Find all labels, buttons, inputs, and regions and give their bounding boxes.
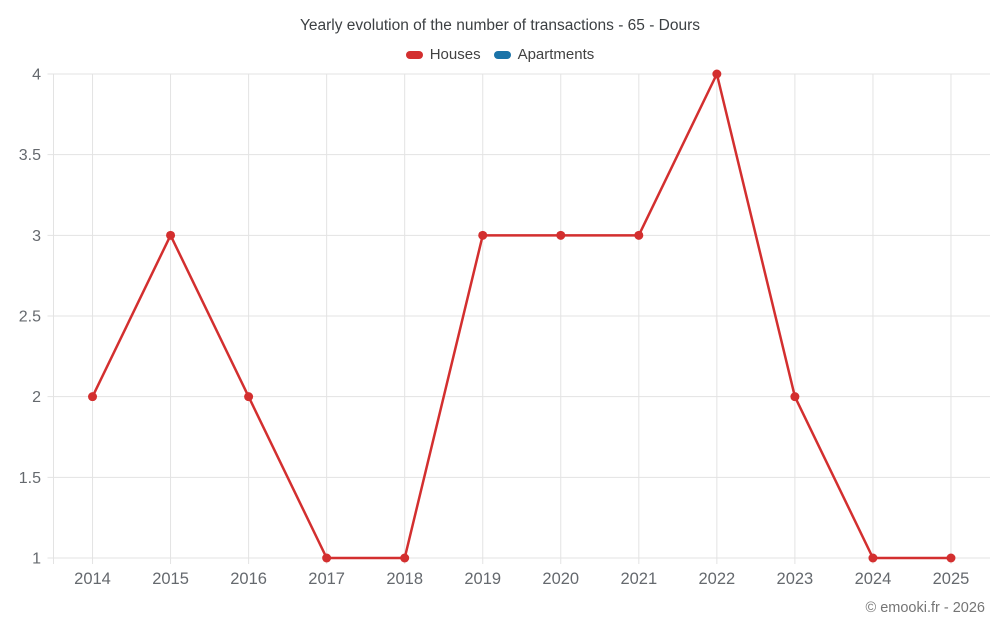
legend-item-apartments[interactable]: Apartments — [493, 46, 595, 64]
data-point[interactable] — [868, 553, 878, 563]
series-line-houses[interactable] — [91, 72, 953, 560]
data-point[interactable] — [946, 553, 956, 563]
x-axis-tick-label: 2020 — [542, 570, 579, 588]
data-point[interactable] — [712, 69, 722, 79]
houses-swatch-icon — [405, 51, 423, 59]
chart-title: Yearly evolution of the number of transa… — [299, 17, 701, 34]
x-axis-tick-label: 2014 — [74, 570, 111, 588]
x-axis-tick-label: 2016 — [230, 570, 267, 588]
data-point[interactable] — [244, 392, 254, 402]
y-axis-tick-label: 3 — [32, 228, 41, 245]
legend-item-houses[interactable]: Houses — [405, 46, 481, 64]
y-axis-tick-label: 1 — [32, 551, 41, 568]
data-point[interactable] — [556, 230, 566, 240]
y-axis-tick-label: 1.5 — [19, 470, 41, 487]
x-axis-tick-label: 2022 — [698, 570, 735, 588]
data-point[interactable] — [634, 230, 644, 240]
legend-label-apartments: Apartments — [517, 46, 595, 63]
data-point[interactable] — [790, 392, 800, 402]
legend-label-houses: Houses — [429, 46, 481, 63]
y-axis-tick-label: 2 — [32, 389, 41, 406]
copyright-credit: © emooki.fr - 2026 — [865, 600, 985, 616]
data-point[interactable] — [322, 553, 332, 563]
apartments-swatch-icon — [493, 51, 511, 59]
data-point[interactable] — [478, 230, 488, 240]
x-axis-tick-label: 2018 — [386, 570, 423, 588]
x-axis-tick-label: 2024 — [855, 570, 892, 588]
data-point[interactable] — [88, 392, 98, 402]
y-axis-tick-label: 2.5 — [19, 309, 41, 326]
x-axis-tick-label: 2021 — [620, 570, 657, 588]
y-axis-tick-label: 3.5 — [19, 147, 41, 164]
x-axis-tick-label: 2019 — [464, 570, 501, 588]
x-axis-tick-label: 2025 — [933, 570, 970, 588]
x-axis-tick-label: 2015 — [152, 570, 189, 588]
legend: Houses Apartments — [0, 46, 1000, 64]
x-axis-tick-label: 2023 — [777, 570, 814, 588]
data-point[interactable] — [166, 230, 176, 240]
x-axis-tick-label: 2017 — [308, 570, 345, 588]
y-axis-tick-label: 4 — [32, 67, 41, 84]
data-point[interactable] — [400, 553, 410, 563]
